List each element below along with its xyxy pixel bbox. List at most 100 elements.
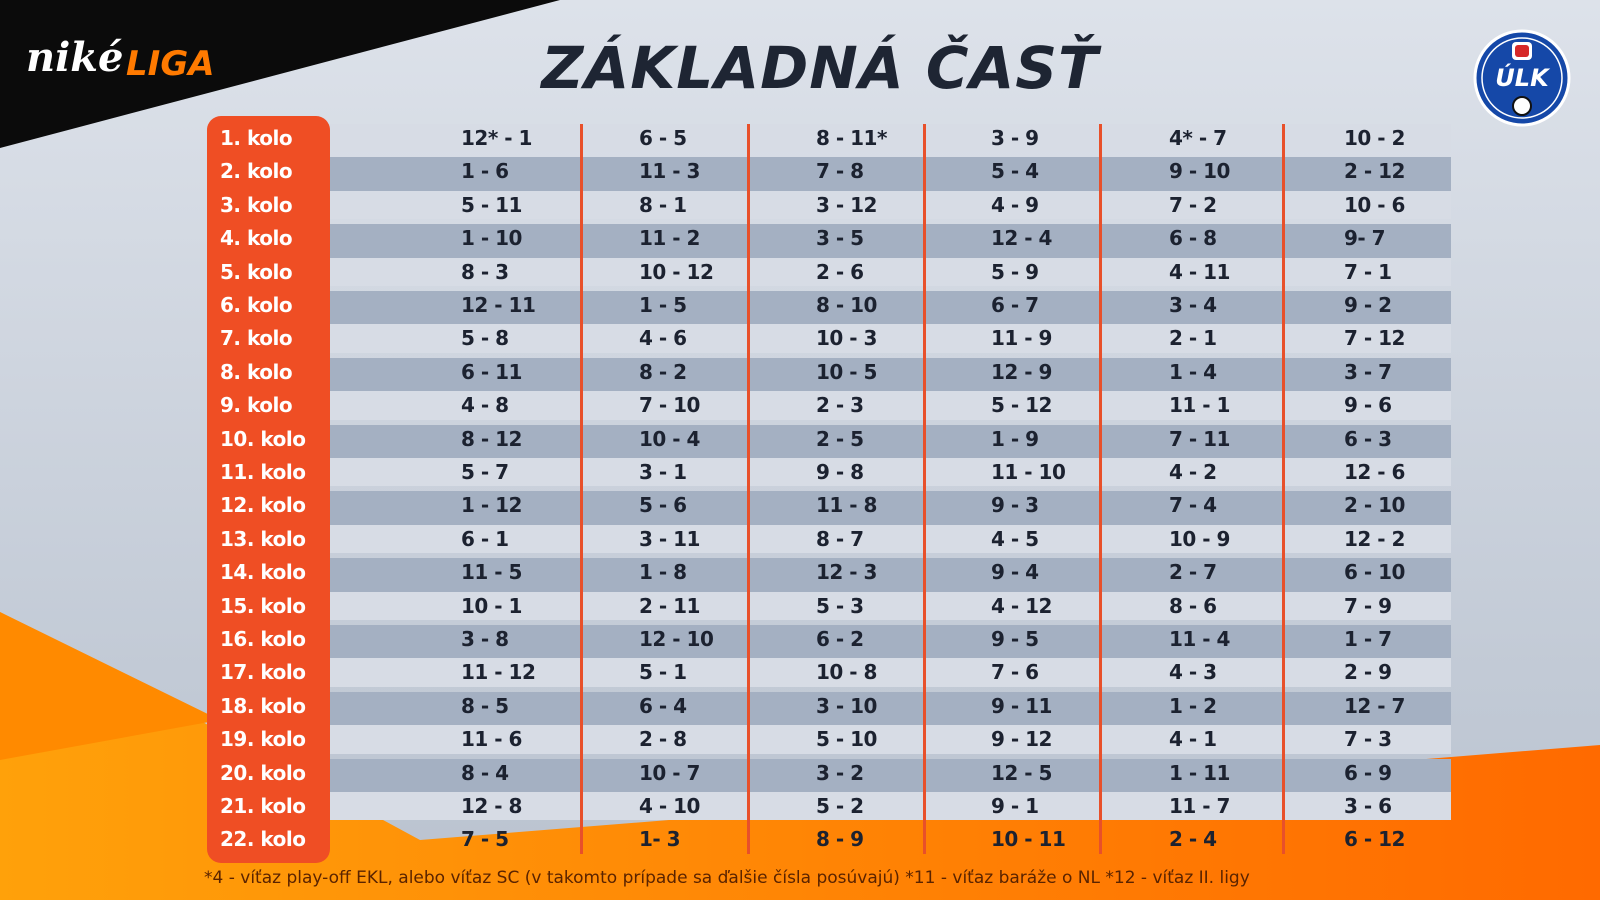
match: 4 - 9 (991, 192, 1039, 217)
match: 3 - 10 (816, 693, 877, 718)
match: 1 - 8 (639, 560, 687, 585)
match: 3 - 2 (816, 760, 864, 785)
round-label: 4. kolo (220, 226, 293, 251)
match: 10 - 9 (1169, 526, 1230, 551)
match: 7 - 5 (461, 827, 509, 852)
match: 3 - 4 (1169, 293, 1217, 317)
match: 7 - 2 (1169, 192, 1217, 217)
match: 12 - 5 (991, 760, 1052, 785)
row-band (330, 491, 1451, 525)
match: 11 - 1 (1169, 393, 1230, 418)
row-band (330, 524, 1451, 554)
match: 11 - 7 (1169, 794, 1230, 818)
match: 11 - 12 (461, 660, 536, 685)
match: 10 - 8 (816, 660, 877, 685)
match: 4 - 10 (639, 794, 700, 818)
match: 11 - 9 (991, 326, 1052, 351)
match: 2 - 12 (1344, 159, 1405, 184)
round-label: 18. kolo (220, 693, 306, 718)
row-band (330, 458, 1451, 487)
row-band (330, 625, 1451, 659)
match: 6 - 4 (639, 693, 687, 718)
match: 2 - 4 (1169, 827, 1217, 852)
match: 10 - 12 (639, 259, 714, 284)
match: 3 - 1 (639, 460, 687, 484)
match: 10 - 7 (639, 760, 700, 785)
round-label: 19. kolo (220, 727, 306, 752)
match: 6 - 7 (991, 293, 1039, 317)
round-label: 14. kolo (220, 560, 306, 585)
column-separator (1282, 124, 1285, 854)
match: 4 - 3 (1169, 660, 1217, 685)
round-label: 2. kolo (220, 159, 293, 184)
match: 12 - 8 (461, 794, 522, 818)
match: 10 - 3 (816, 326, 877, 351)
match: 6 - 8 (1169, 226, 1217, 251)
match: 9- 7 (1344, 226, 1386, 251)
match: 6 - 10 (1344, 560, 1405, 585)
row-band (330, 792, 1451, 821)
round-label: 20. kolo (220, 760, 306, 785)
match: 8 - 10 (816, 293, 877, 317)
match: 9 - 8 (816, 460, 864, 484)
round-label: 3. kolo (220, 192, 293, 217)
match: 10 - 5 (816, 359, 877, 384)
match: 4 - 5 (991, 526, 1039, 551)
match: 10 - 11 (991, 827, 1066, 852)
match: 6 - 3 (1344, 426, 1392, 451)
match: 5 - 11 (461, 192, 522, 217)
match: 12 - 6 (1344, 460, 1405, 484)
match: 10 - 4 (639, 426, 700, 451)
match: 8 - 11* (816, 126, 887, 150)
match: 3 - 5 (816, 226, 864, 251)
round-label: 8. kolo (220, 359, 293, 384)
match: 3 - 12 (816, 192, 877, 217)
match: 1 - 5 (639, 293, 687, 317)
row-band (330, 391, 1451, 420)
match: 1 - 6 (461, 159, 509, 184)
brand-word: niké (26, 34, 124, 81)
round-label: 11. kolo (220, 460, 306, 484)
row-band (330, 124, 1451, 153)
match: 10 - 1 (461, 593, 522, 618)
match: 5 - 4 (991, 159, 1039, 184)
match: 12 - 7 (1344, 693, 1405, 718)
match: 2 - 5 (816, 426, 864, 451)
round-label: 10. kolo (220, 426, 306, 451)
match: 7 - 10 (639, 393, 700, 418)
match: 2 - 11 (639, 593, 700, 618)
match: 9 - 2 (1344, 293, 1392, 317)
match: 1 - 12 (461, 493, 522, 518)
logo-text: ÚLK (1495, 64, 1549, 92)
match: 5 - 3 (816, 593, 864, 618)
match: 10 - 6 (1344, 192, 1405, 217)
row-band (330, 658, 1451, 687)
match: 4 - 8 (461, 393, 509, 418)
round-label: 21. kolo (220, 794, 306, 818)
match: 12 - 10 (639, 627, 714, 651)
brand-word: LIGA (126, 44, 215, 84)
match: 1 - 2 (1169, 693, 1217, 718)
match: 11 - 2 (639, 226, 700, 251)
match: 7 - 11 (1169, 426, 1230, 451)
match: 3 - 9 (991, 126, 1039, 150)
match: 2 - 10 (1344, 493, 1405, 518)
row-band (330, 691, 1451, 726)
round-label: 9. kolo (220, 393, 293, 418)
match: 5 - 8 (461, 326, 509, 351)
round-label: 13. kolo (220, 526, 306, 551)
match: 6 - 11 (461, 359, 522, 384)
match: 12 - 3 (816, 560, 877, 585)
match: 9 - 4 (991, 560, 1039, 585)
match: 8 - 4 (461, 760, 509, 785)
match: 5 - 12 (991, 393, 1052, 418)
row-band (330, 257, 1451, 286)
match: 1 - 11 (1169, 760, 1230, 785)
match: 11 - 5 (461, 560, 522, 585)
match: 3 - 11 (639, 526, 700, 551)
match: 6 - 5 (639, 126, 687, 150)
row-band (330, 291, 1451, 325)
match: 2 - 1 (1169, 326, 1217, 351)
match: 6 - 12 (1344, 827, 1405, 852)
match: 11 - 10 (991, 460, 1066, 484)
